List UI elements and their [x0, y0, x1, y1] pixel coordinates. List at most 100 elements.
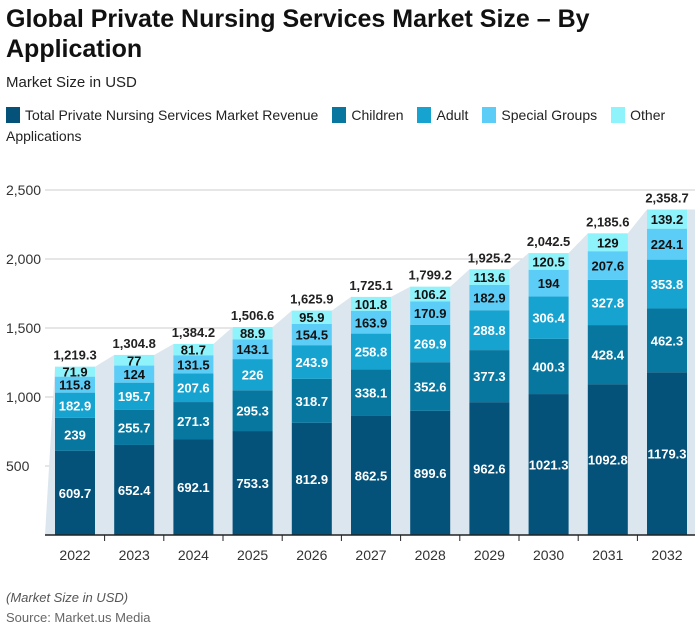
- data-label: 306.4: [532, 311, 565, 326]
- bar-segment: [232, 327, 273, 340]
- data-label: 139.2: [651, 212, 684, 227]
- bar-segment: [647, 259, 687, 309]
- bar-segment: [351, 415, 391, 535]
- data-label: 812.9: [296, 472, 329, 487]
- bar-segment: [232, 359, 273, 391]
- data-label: 1021.3: [529, 458, 569, 473]
- bar-segment: [528, 394, 569, 535]
- x-tick-label: 2023: [119, 547, 150, 563]
- bar-segment: [173, 343, 214, 356]
- data-label: 271.3: [177, 414, 210, 429]
- bar-segment: [114, 444, 155, 535]
- data-label: 962.6: [473, 462, 506, 477]
- bar-segment: [291, 378, 332, 423]
- bar-segment: [528, 338, 569, 395]
- bar-segment: [351, 369, 391, 416]
- bar-segment: [232, 431, 273, 535]
- y-tick-label: 1,000: [6, 389, 41, 405]
- footnote: (Market Size in USD): [6, 590, 129, 605]
- x-tick-label: 2029: [474, 547, 505, 563]
- data-label: 101.8: [355, 297, 388, 312]
- bar-segment: [647, 209, 687, 229]
- data-label: 131.5: [177, 357, 210, 372]
- total-label: 1,799.2: [409, 268, 452, 283]
- x-tick-label: 2032: [651, 547, 682, 563]
- legend-item: Children: [332, 107, 403, 123]
- data-label: 120.5: [532, 254, 565, 269]
- bar-segment: [647, 228, 687, 260]
- legend-item: Other Applications: [6, 107, 665, 144]
- data-label: 88.9: [240, 326, 265, 341]
- data-label: 115.8: [59, 378, 91, 393]
- data-label: 154.5: [296, 328, 329, 343]
- bar-segment: [469, 284, 510, 311]
- bar-segment: [469, 350, 510, 403]
- data-label: 652.4: [118, 483, 151, 498]
- bar-segment: [469, 310, 510, 351]
- data-label: 295.3: [236, 404, 269, 419]
- bar-segment: [291, 323, 332, 346]
- bar-segment: [587, 251, 628, 280]
- total-label: 1,304.8: [113, 336, 156, 351]
- bar-segment: [55, 376, 95, 393]
- x-tick-label: 2030: [533, 547, 564, 563]
- data-label: 243.9: [296, 355, 329, 370]
- bar-segment: [587, 384, 628, 535]
- data-label: 113.6: [473, 270, 505, 285]
- data-label: 255.7: [118, 420, 151, 435]
- legend-label: Children: [351, 107, 404, 123]
- chart-subtitle: Market Size in USD: [6, 74, 137, 91]
- legend-label: Adult: [436, 107, 469, 123]
- legend-swatch: [417, 107, 432, 123]
- data-label: 163.9: [355, 315, 388, 330]
- data-label: 352.6: [414, 380, 447, 395]
- data-label: 428.4: [592, 348, 625, 363]
- legend-item: Total Private Nursing Services Market Re…: [6, 107, 318, 123]
- data-label: 692.1: [177, 480, 210, 495]
- data-label: 239: [64, 427, 86, 442]
- bar-segment: [173, 402, 214, 440]
- legend: Total Private Nursing Services Market Re…: [6, 105, 696, 147]
- bar-segment: [410, 410, 451, 535]
- bar-segment: [55, 450, 95, 535]
- bar-segment: [410, 324, 451, 363]
- bar-segment: [114, 382, 155, 410]
- data-label: 95.9: [299, 310, 324, 325]
- data-label: 129: [597, 235, 619, 250]
- y-tick-label: 2,000: [6, 251, 41, 267]
- legend-swatch: [611, 107, 626, 123]
- bar-segment: [173, 373, 214, 403]
- x-tick-label: 2026: [296, 547, 327, 563]
- data-label: 609.7: [59, 486, 92, 501]
- y-tick-label: 1,500: [6, 320, 41, 336]
- x-tick-label: 2022: [59, 547, 90, 563]
- legend-label: Special Groups: [501, 107, 598, 123]
- data-label: 195.7: [118, 389, 151, 404]
- data-label: 862.5: [355, 468, 388, 483]
- bar-segment: [528, 269, 569, 297]
- legend-item: Special Groups: [482, 107, 597, 123]
- total-label: 1,384.2: [172, 325, 215, 340]
- x-tick-label: 2025: [237, 547, 268, 563]
- x-tick-label: 2024: [178, 547, 209, 563]
- bar-segment: [55, 392, 95, 418]
- data-label: 462.3: [651, 333, 684, 348]
- data-label: 207.6: [177, 381, 210, 396]
- data-label: 182.9: [59, 398, 92, 413]
- x-tick-label: 2031: [592, 547, 623, 563]
- data-label: 207.6: [592, 259, 625, 274]
- data-label: 377.3: [473, 369, 506, 384]
- legend-swatch: [482, 107, 497, 123]
- data-label: 338.1: [355, 386, 388, 401]
- bar-segment: [291, 422, 332, 535]
- data-label: 77: [127, 353, 141, 368]
- bar-segment: [410, 286, 451, 302]
- bar-segment: [587, 325, 628, 385]
- bar-segment: [469, 269, 510, 285]
- bar-segment: [55, 417, 95, 451]
- data-label: 81.7: [181, 343, 206, 358]
- bar-segment: [587, 233, 628, 252]
- y-tick-label: 2,500: [6, 182, 41, 198]
